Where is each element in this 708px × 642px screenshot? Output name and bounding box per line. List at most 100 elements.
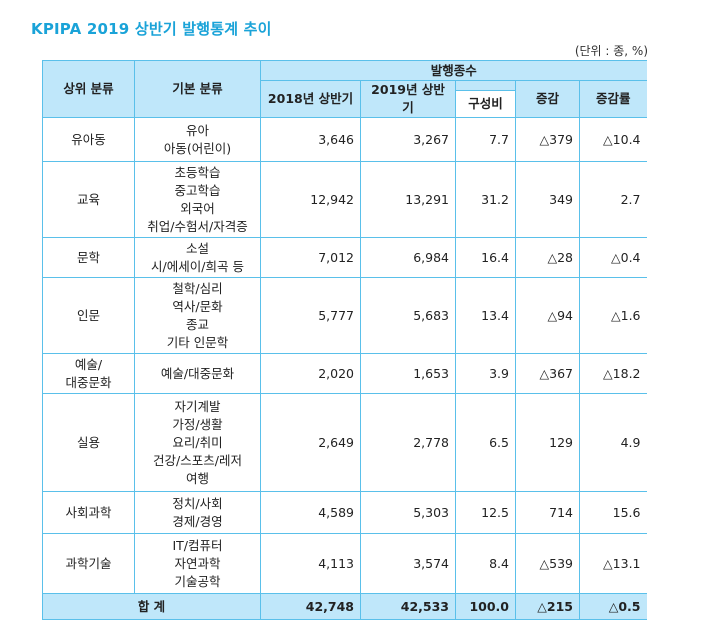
change-rate-cell: △0.4 bbox=[579, 237, 647, 278]
total-row: 합 계 42,748 42,533 100.0 △215 △0.5 bbox=[42, 593, 647, 620]
upper-category-cell: 문학 bbox=[42, 237, 135, 278]
count-2019-cell: 2,778 bbox=[360, 393, 456, 492]
share-cell: 31.2 bbox=[455, 161, 516, 238]
count-2018-cell: 4,113 bbox=[260, 533, 361, 594]
header-basic-category: 기본 분류 bbox=[134, 60, 261, 118]
change-cell: △367 bbox=[515, 353, 580, 394]
count-2019-cell: 5,303 bbox=[360, 491, 456, 534]
basic-category-item: 외국어 bbox=[180, 200, 215, 216]
basic-category-item: 시/에세이/희곡 등 bbox=[151, 258, 244, 274]
basic-category-cell: 철학/심리 역사/문화 종교 기타 인문학 bbox=[134, 277, 261, 354]
change-rate-cell: 15.6 bbox=[579, 491, 647, 534]
table-row: 실용 자기계발 가정/생활 요리/취미 건강/스포츠/레저 여행 2,649 2,778 6.5… bbox=[42, 393, 647, 492]
total-rate: △0.5 bbox=[579, 593, 647, 620]
change-cell: 129 bbox=[515, 393, 580, 492]
upper-category-line: 실용 bbox=[76, 434, 100, 450]
table-row: 사회과학 정치/사회 경제/경영 4,589 5,303 12.5 714 15.6 bbox=[42, 491, 647, 534]
share-cell: 8.4 bbox=[455, 533, 516, 594]
count-2019-cell: 3,574 bbox=[360, 533, 456, 594]
count-2019-cell: 3,267 bbox=[360, 117, 456, 162]
change-cell: 349 bbox=[515, 161, 580, 238]
upper-category-line: 문학 bbox=[76, 249, 100, 265]
upper-category-cell: 과학기술 bbox=[42, 533, 135, 594]
upper-category-cell: 유아동 bbox=[42, 117, 135, 162]
unit-note: (단위 : 종, %) bbox=[574, 44, 648, 58]
change-rate-cell: △1.6 bbox=[579, 277, 647, 354]
basic-category-item: 중고학습 bbox=[174, 182, 221, 198]
share-cell: 7.7 bbox=[455, 117, 516, 162]
change-rate-cell: △10.4 bbox=[579, 117, 647, 162]
count-2018-cell: 2,649 bbox=[260, 393, 361, 492]
share-cell: 12.5 bbox=[455, 491, 516, 534]
basic-category-item: 소설 bbox=[185, 240, 209, 256]
total-change: △215 bbox=[515, 593, 580, 620]
upper-category-line: 사회과학 bbox=[65, 504, 112, 520]
basic-category-item: 자연과학 bbox=[174, 555, 221, 571]
upper-category-cell: 예술/대중문화 bbox=[42, 353, 135, 394]
basic-category-item: 유아 bbox=[185, 122, 209, 138]
header-2019-h1: 2019년 상반기 bbox=[360, 80, 456, 118]
count-2018-cell: 2,020 bbox=[260, 353, 361, 394]
upper-category-line: 교육 bbox=[76, 191, 100, 207]
basic-category-item: 요리/취미 bbox=[172, 434, 223, 450]
share-cell: 6.5 bbox=[455, 393, 516, 492]
upper-category-line: 예술/ bbox=[74, 356, 103, 372]
header-change-rate: 증감률 bbox=[579, 80, 647, 118]
total-2019: 42,533 bbox=[360, 593, 456, 620]
change-cell: △94 bbox=[515, 277, 580, 354]
basic-category-item: 자기계발 bbox=[174, 398, 221, 414]
table-row: 문학 소설 시/에세이/희곡 등 7,012 6,984 16.4 △28 △0.4 bbox=[42, 237, 647, 278]
count-2019-cell: 13,291 bbox=[360, 161, 456, 238]
basic-category-item: 건강/스포츠/레저 bbox=[153, 452, 242, 468]
change-cell: △28 bbox=[515, 237, 580, 278]
basic-category-item: 아동(어린이) bbox=[163, 140, 232, 156]
share-cell: 3.9 bbox=[455, 353, 516, 394]
basic-category-item: 경제/경영 bbox=[172, 513, 223, 529]
count-2019-cell: 6,984 bbox=[360, 237, 456, 278]
upper-category-line: 과학기술 bbox=[65, 555, 112, 571]
total-2018: 42,748 bbox=[260, 593, 361, 620]
publication-stats-table: 상위 분류 기본 분류 발행종수 2018년 상반기 2019년 상반기 증감 … bbox=[42, 60, 647, 620]
count-2018-cell: 12,942 bbox=[260, 161, 361, 238]
upper-category-cell: 인문 bbox=[42, 277, 135, 354]
basic-category-cell: 자기계발 가정/생활 요리/취미 건강/스포츠/레저 여행 bbox=[134, 393, 261, 492]
header-share-spacer bbox=[455, 80, 516, 91]
table-row: 과학기술 IT/컴퓨터 자연과학 기술공학 4,113 3,574 8.4 △539 △13.1 bbox=[42, 533, 647, 594]
basic-category-cell: 예술/대중문화 bbox=[134, 353, 261, 394]
basic-category-item: 철학/심리 bbox=[172, 280, 223, 296]
header-publication-count: 발행종수 bbox=[260, 60, 647, 81]
count-2018-cell: 5,777 bbox=[260, 277, 361, 354]
upper-category-cell: 실용 bbox=[42, 393, 135, 492]
count-2018-cell: 4,589 bbox=[260, 491, 361, 534]
change-cell: 714 bbox=[515, 491, 580, 534]
change-rate-cell: 4.9 bbox=[579, 393, 647, 492]
basic-category-item: IT/컴퓨터 bbox=[172, 537, 223, 553]
header-2018-h1: 2018년 상반기 bbox=[260, 80, 361, 118]
header-share: 구성비 bbox=[455, 89, 516, 119]
basic-category-item: 취업/수험서/자격증 bbox=[147, 218, 248, 234]
basic-category-item: 종교 bbox=[185, 316, 209, 332]
upper-category-cell: 사회과학 bbox=[42, 491, 135, 534]
basic-category-item: 기술공학 bbox=[174, 573, 221, 589]
change-rate-cell: 2.7 bbox=[579, 161, 647, 238]
header-upper-category: 상위 분류 bbox=[42, 60, 135, 118]
share-cell: 13.4 bbox=[455, 277, 516, 354]
share-cell: 16.4 bbox=[455, 237, 516, 278]
table-row: 예술/대중문화 예술/대중문화 2,020 1,653 3.9 △367 △18.2 bbox=[42, 353, 647, 394]
count-2018-cell: 7,012 bbox=[260, 237, 361, 278]
count-2019-cell: 5,683 bbox=[360, 277, 456, 354]
change-cell: △379 bbox=[515, 117, 580, 162]
basic-category-item: 가정/생활 bbox=[172, 416, 223, 432]
basic-category-item: 초등학습 bbox=[174, 164, 221, 180]
page-title: KPIPA 2019 상반기 발행통계 추이 bbox=[31, 20, 272, 38]
count-2018-cell: 3,646 bbox=[260, 117, 361, 162]
total-label: 합 계 bbox=[42, 593, 261, 620]
basic-category-item: 역사/문화 bbox=[172, 298, 223, 314]
basic-category-item: 정치/사회 bbox=[172, 495, 223, 511]
change-cell: △539 bbox=[515, 533, 580, 594]
